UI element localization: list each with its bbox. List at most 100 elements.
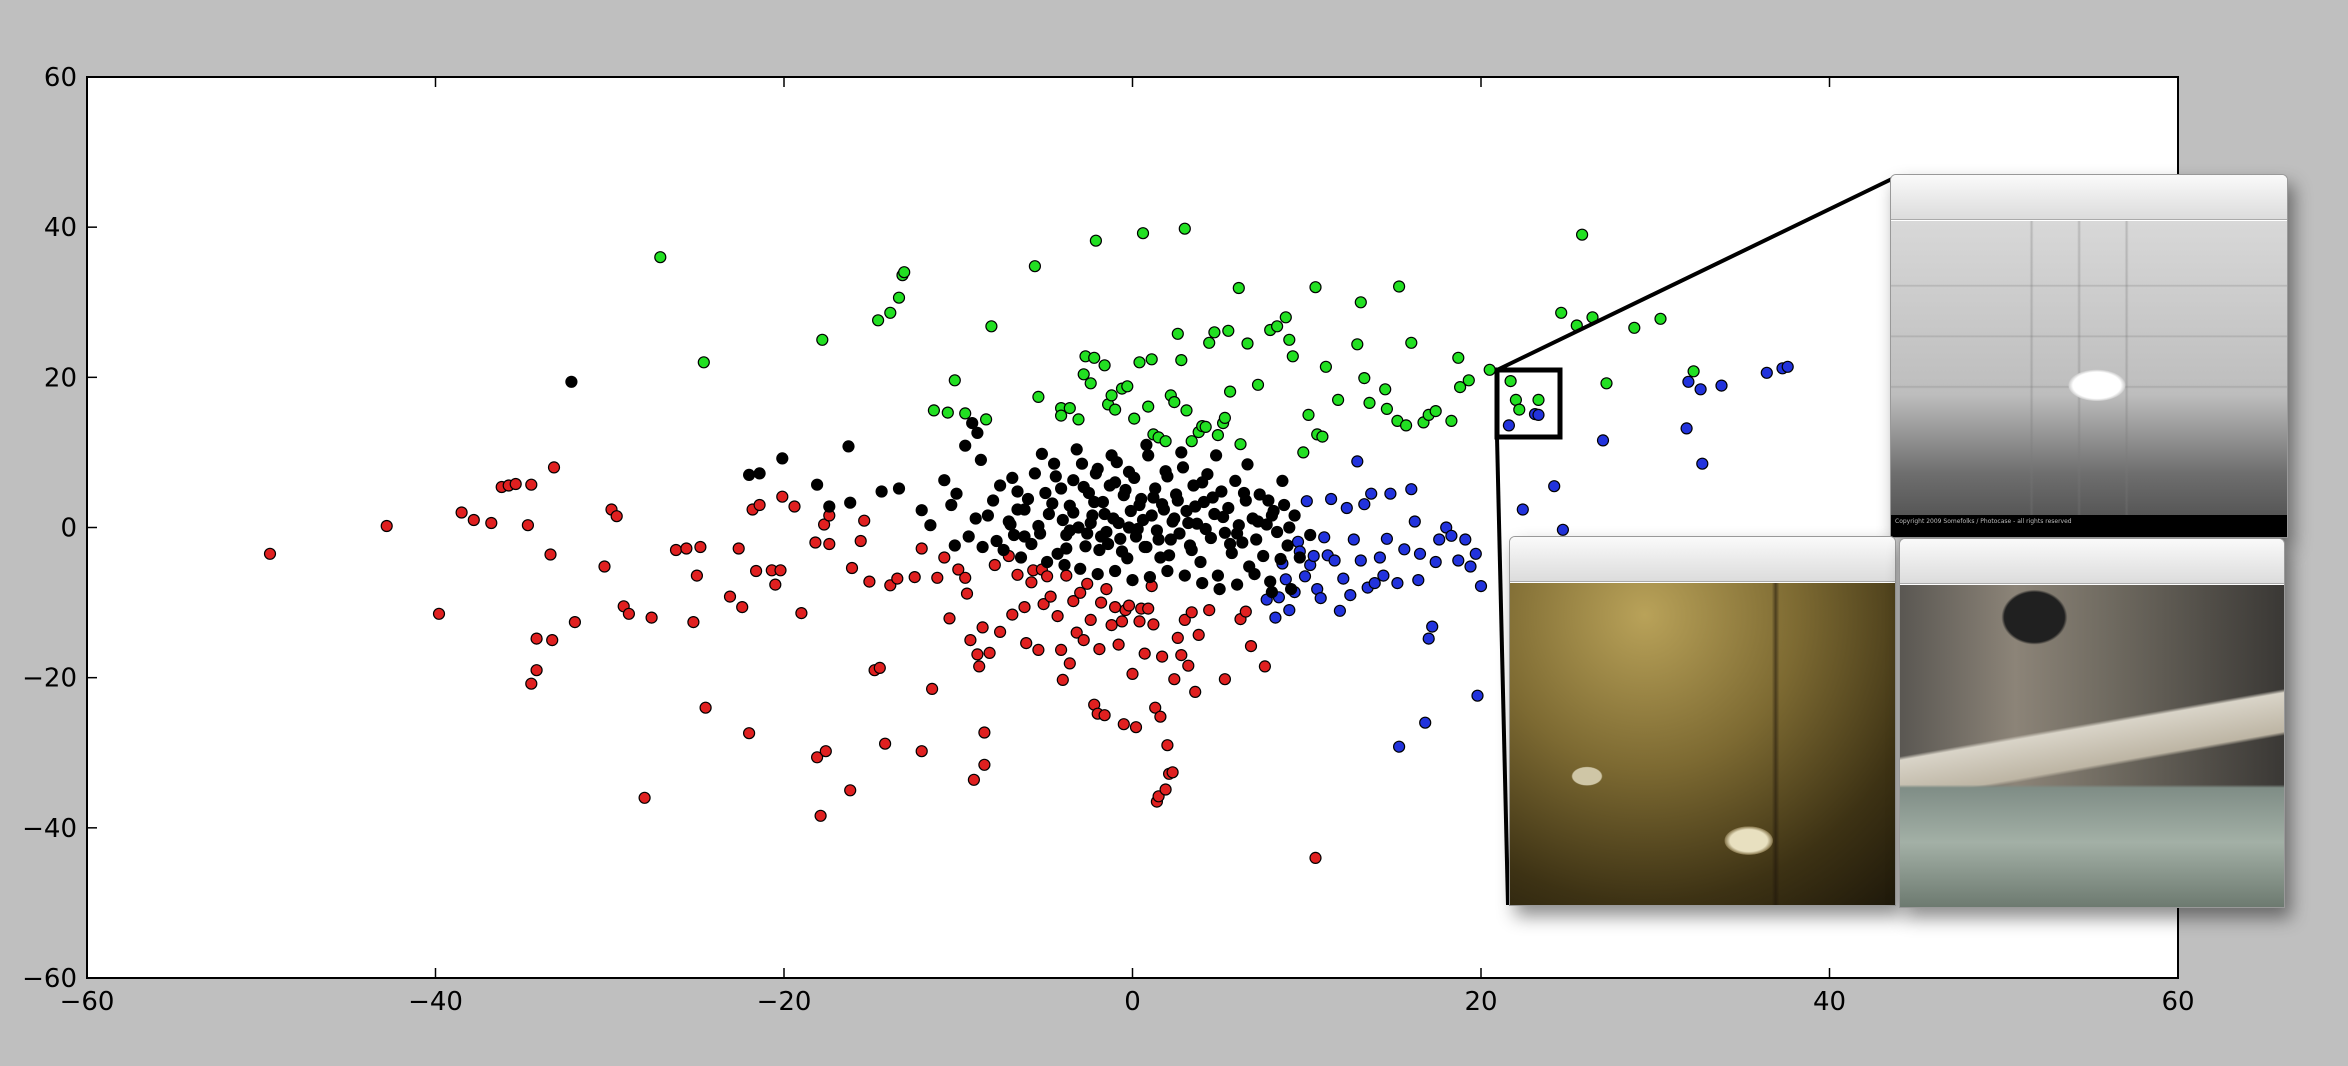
data-point bbox=[1244, 639, 1258, 653]
data-point bbox=[854, 534, 867, 548]
data-point bbox=[1011, 485, 1024, 498]
data-point bbox=[1696, 457, 1709, 470]
data-point bbox=[1088, 351, 1101, 364]
data-point bbox=[774, 564, 787, 577]
data-point bbox=[1286, 350, 1299, 363]
data-point bbox=[1248, 567, 1261, 581]
data-point bbox=[687, 615, 700, 629]
data-point bbox=[1412, 573, 1425, 587]
data-point bbox=[1094, 596, 1108, 609]
data-point bbox=[1399, 419, 1413, 432]
data-point bbox=[1040, 570, 1054, 583]
data-point bbox=[1168, 396, 1181, 409]
sink-photo: Copyright 2009 Somefolks / Photocase - a… bbox=[1891, 221, 2287, 537]
data-point bbox=[1211, 569, 1225, 582]
data-point bbox=[1011, 568, 1024, 581]
data-point bbox=[1101, 537, 1115, 551]
data-point bbox=[1347, 533, 1360, 546]
data-point bbox=[669, 543, 683, 557]
data-point bbox=[1265, 509, 1279, 522]
data-point bbox=[1215, 485, 1228, 498]
data-point bbox=[1084, 516, 1097, 530]
data-point bbox=[976, 540, 989, 554]
data-point bbox=[1159, 435, 1172, 448]
data-point bbox=[1004, 518, 1017, 531]
data-point bbox=[1173, 527, 1186, 540]
data-point bbox=[1340, 501, 1353, 515]
data-point bbox=[1279, 311, 1292, 324]
data-point bbox=[1150, 524, 1164, 537]
data-point bbox=[924, 519, 937, 532]
data-point bbox=[432, 607, 446, 620]
data-point bbox=[1270, 320, 1284, 333]
data-point bbox=[1025, 537, 1038, 551]
data-point bbox=[753, 467, 766, 480]
data-point bbox=[1392, 280, 1406, 293]
data-point bbox=[485, 516, 498, 530]
data-point bbox=[844, 784, 857, 797]
data-point bbox=[1171, 631, 1184, 645]
data-point bbox=[263, 547, 277, 560]
data-point bbox=[1555, 306, 1568, 319]
data-point bbox=[892, 291, 906, 304]
data-point bbox=[1241, 337, 1254, 350]
data-point bbox=[810, 478, 824, 491]
data-point bbox=[948, 539, 961, 552]
data-point bbox=[1351, 455, 1364, 468]
data-point bbox=[1035, 447, 1049, 460]
data-point bbox=[1223, 537, 1237, 551]
data-point bbox=[1159, 783, 1172, 796]
data-point bbox=[776, 452, 789, 465]
data-point bbox=[1171, 494, 1184, 507]
data-point bbox=[1138, 647, 1151, 660]
data-point bbox=[967, 773, 981, 786]
data-point bbox=[1277, 498, 1291, 512]
data-point bbox=[1091, 567, 1104, 581]
data-point bbox=[945, 498, 958, 512]
x-tick-label: −60 bbox=[60, 987, 115, 1017]
data-point bbox=[1192, 628, 1205, 642]
data-point bbox=[898, 266, 911, 279]
data-point bbox=[1145, 353, 1158, 366]
data-point bbox=[1373, 551, 1387, 564]
data-point bbox=[1067, 594, 1080, 608]
data-point bbox=[823, 537, 836, 551]
data-point bbox=[1049, 470, 1062, 483]
data-point bbox=[1182, 516, 1195, 530]
data-point bbox=[1074, 586, 1087, 599]
data-point bbox=[915, 745, 928, 758]
data-point bbox=[1426, 620, 1439, 633]
data-point bbox=[1445, 529, 1458, 542]
data-point bbox=[1067, 506, 1080, 519]
data-point bbox=[1760, 366, 1773, 379]
data-point bbox=[1300, 495, 1313, 508]
data-point bbox=[976, 621, 989, 634]
data-point bbox=[1304, 528, 1317, 542]
data-point bbox=[1270, 525, 1284, 539]
data-point bbox=[1112, 638, 1125, 651]
data-point bbox=[736, 600, 749, 614]
data-point bbox=[1556, 523, 1570, 536]
data-point bbox=[1021, 492, 1035, 506]
data-point bbox=[1122, 465, 1136, 478]
data-point bbox=[964, 633, 977, 647]
data-point bbox=[1142, 400, 1155, 413]
data-point bbox=[1316, 430, 1329, 443]
data-point bbox=[1213, 582, 1226, 596]
data-point bbox=[654, 251, 667, 264]
data-point bbox=[1279, 573, 1292, 586]
data-point bbox=[723, 590, 737, 603]
data-point bbox=[1189, 500, 1202, 513]
data-point bbox=[959, 439, 972, 452]
data-point bbox=[1063, 402, 1076, 415]
data-point bbox=[1126, 573, 1139, 587]
data-point bbox=[1223, 385, 1237, 398]
data-point bbox=[1037, 597, 1050, 611]
data-point bbox=[1351, 338, 1364, 351]
data-point bbox=[1032, 519, 1045, 533]
data-point bbox=[1157, 503, 1171, 516]
data-point bbox=[1056, 673, 1069, 687]
data-point bbox=[1180, 404, 1193, 417]
data-point bbox=[1105, 389, 1118, 402]
data-point bbox=[1251, 515, 1265, 528]
